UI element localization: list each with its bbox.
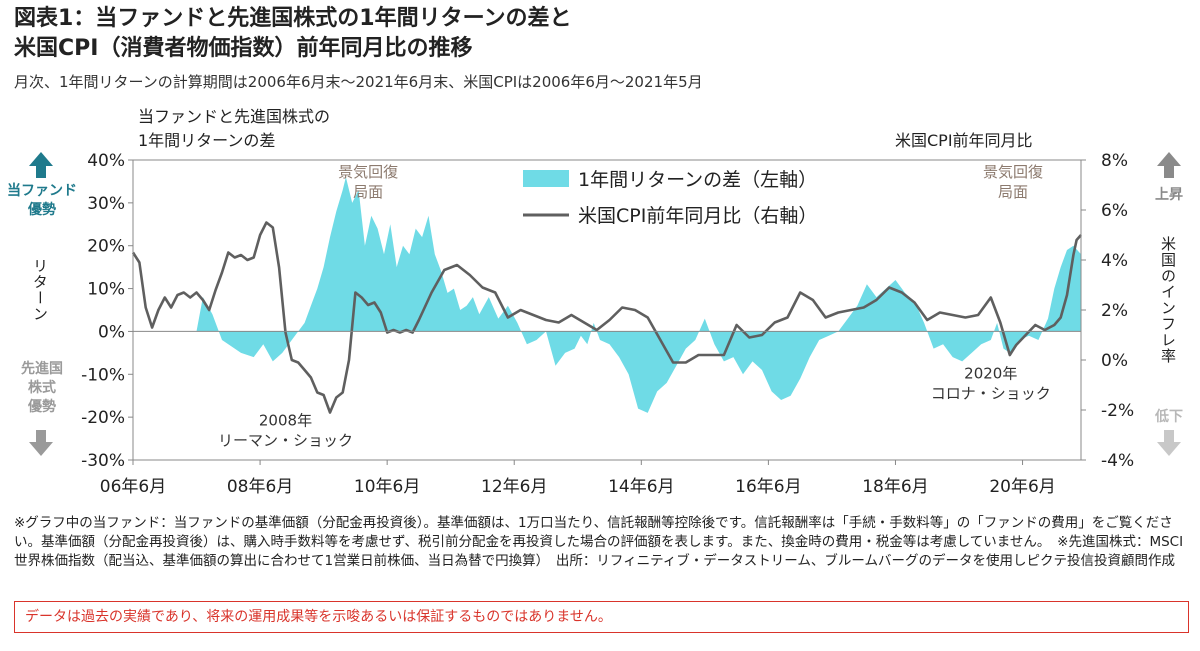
x-tick-label: 06年6月 — [100, 477, 166, 497]
right-side-bottom-label: 低下 — [1155, 409, 1183, 425]
right-axis-caption: 米国CPI前年同月比 — [895, 131, 1033, 150]
left-tick-label: -10% — [81, 365, 125, 385]
left-tick-label: -30% — [81, 451, 125, 471]
left-side-top-label-line1: 当ファンド — [7, 183, 77, 199]
right-side-mid-label: 米国のインフレ率 — [1159, 236, 1177, 364]
down-arrow-icon — [29, 430, 53, 456]
tick-label-layer: 40% 30% 20% 10% 0% -10% -20% -30% 8% 6% 4% 2% 0% -2% -… — [81, 151, 1134, 497]
right-tick-label: 0% — [1101, 351, 1128, 371]
right-side-top-label: 上昇 — [1155, 187, 1183, 203]
annotation-text: 局面 — [998, 183, 1028, 201]
annotation-text: 2020年 — [964, 365, 1017, 383]
legend-label-line: 米国CPI前年同月比（右軸） — [578, 205, 817, 227]
left-axis-caption-line2: 1年間リターンの差 — [138, 131, 276, 150]
disclaimer-text: データは過去の実績であり、将来の運用成果等を示唆あるいは保証するものではありませ… — [25, 609, 612, 625]
left-tick-label: 30% — [87, 194, 125, 214]
left-side-bottom-label-line3: 優勢 — [28, 399, 56, 415]
left-axis-caption-line1: 当ファンドと先進国株式の — [138, 107, 331, 126]
disclaimer-box: データは過去の実績であり、将来の運用成果等を示唆あるいは保証するものではありませ… — [14, 601, 1189, 633]
chart-subtitle: 月次、1年間リターンの計算期間は2006年6月末～2021年6月末、米国CPIは… — [14, 73, 703, 91]
x-tick-label: 16年6月 — [735, 477, 801, 497]
x-tick-label: 08年6月 — [227, 477, 293, 497]
right-tick-label: 6% — [1101, 201, 1128, 221]
us-cpi-line — [131, 221, 1082, 414]
area-series-layer — [196, 177, 1081, 413]
up-arrow-icon — [29, 152, 53, 178]
left-side-top-label-line2: 優勢 — [28, 202, 56, 218]
right-tick-label: -4% — [1101, 451, 1134, 471]
left-tick-label: 10% — [87, 280, 125, 300]
left-side-top-label: 当ファンド 優勢 — [6, 182, 78, 220]
left-tick-label: -20% — [81, 408, 125, 428]
legend-layer: 1年間リターンの差（左軸） 米国CPI前年同月比（右軸） — [523, 169, 817, 227]
left-side-bottom-label: 先進国 株式 優勢 — [6, 360, 78, 417]
x-tick-label: 12年6月 — [481, 477, 547, 497]
axis-layer — [128, 159, 1086, 465]
left-side-bottom-label-line2: 株式 — [28, 380, 56, 396]
annotation-text: 局面 — [353, 183, 383, 201]
line-series-layer — [131, 221, 1082, 414]
legend-swatch-area — [523, 170, 569, 187]
chart-title-line2: 米国CPI（消費者物価指数）前年同月比の推移 — [14, 36, 473, 61]
x-tick-label: 10年6月 — [354, 477, 420, 497]
left-side-bottom-label-line1: 先進国 — [21, 361, 63, 377]
annotation-text: リーマン・ショック — [218, 432, 353, 450]
x-tick-label: 20年6月 — [989, 477, 1055, 497]
left-tick-label: 40% — [87, 151, 125, 171]
annotation-text: 2008年 — [259, 412, 312, 430]
chart-title-line1: 図表1：当ファンドと先進国株式の1年間リターンの差と — [14, 6, 572, 31]
annotation-text: コロナ・ショック — [931, 385, 1051, 403]
right-tick-label: 2% — [1101, 301, 1128, 321]
right-tick-label: 4% — [1101, 251, 1128, 271]
chart-svg: 40% 30% 20% 10% 0% -10% -20% -30% 8% 6% 4% 2% 0% -2% -… — [81, 151, 1134, 497]
up-arrow-icon — [1157, 152, 1181, 178]
footnotes: ※グラフ中の当ファンド：当ファンドの基準価額（分配金再投資後）。基準価額は、1万… — [14, 515, 1184, 569]
right-tick-label: 8% — [1101, 151, 1128, 171]
left-tick-label: 0% — [98, 322, 125, 342]
return-difference-area — [196, 177, 1081, 413]
left-tick-label: 20% — [87, 237, 125, 257]
x-tick-label: 18年6月 — [862, 477, 928, 497]
left-side-mid-label: リターン — [31, 258, 49, 322]
legend-label-area: 1年間リターンの差（左軸） — [578, 169, 817, 191]
x-tick-label: 14年6月 — [608, 477, 674, 497]
right-tick-label: -2% — [1101, 401, 1134, 421]
down-arrow-icon — [1157, 430, 1181, 456]
annotation-text: 景気回復 — [983, 163, 1043, 181]
annotation-text: 景気回復 — [338, 163, 398, 181]
